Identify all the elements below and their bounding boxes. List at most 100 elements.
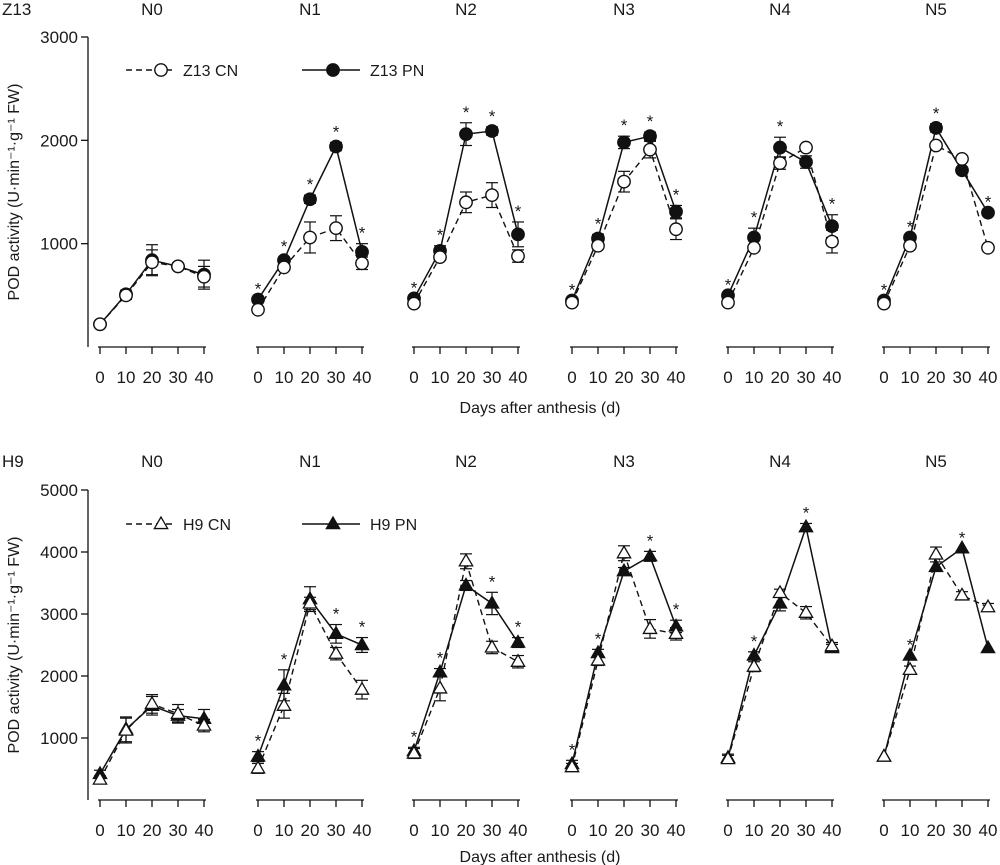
data-point-cn <box>276 697 292 711</box>
data-point-cn <box>981 240 995 255</box>
significance-marker: * <box>933 104 940 123</box>
x-tick-label: 10 <box>745 821 764 840</box>
legend-label-pn: H9 PN <box>370 517 417 534</box>
data-point-cn <box>432 680 448 694</box>
y-tick-label: 3000 <box>40 605 78 624</box>
data-point-cn <box>251 302 265 317</box>
significance-marker: * <box>751 208 758 227</box>
data-point-cn <box>955 152 969 166</box>
y-tick-label: 2000 <box>40 667 78 686</box>
data-point-cn <box>643 142 657 157</box>
x-tick-label: 40 <box>979 368 998 387</box>
x-tick-label: 10 <box>117 368 136 387</box>
data-point-pn <box>928 558 944 573</box>
data-point-cn <box>590 652 606 666</box>
data-point-pn <box>772 595 788 609</box>
data-point-cn <box>980 598 996 613</box>
significance-marker: * <box>255 279 262 298</box>
data-point-pn <box>485 124 499 138</box>
x-tick-label: 20 <box>143 821 162 840</box>
significance-marker: * <box>463 103 470 122</box>
group-label: N2 <box>455 452 477 471</box>
data-point-cn <box>929 138 943 153</box>
significance-marker: * <box>569 281 576 300</box>
x-tick-label: 20 <box>771 368 790 387</box>
series-line-cn <box>727 146 833 303</box>
data-point-cn <box>118 722 134 736</box>
significance-marker: * <box>777 117 784 136</box>
data-point-cn <box>721 295 735 310</box>
data-point-pn <box>954 539 970 554</box>
x-tick-label: 0 <box>723 368 732 387</box>
x-tick-label: 20 <box>457 368 476 387</box>
significance-marker: * <box>595 214 602 233</box>
data-point-cn <box>746 658 762 672</box>
x-tick-label: 30 <box>327 821 346 840</box>
group-n4: N4 0 10 20 30 40 * * <box>720 452 841 840</box>
x-tick-label: 10 <box>901 368 920 387</box>
x-tick-label: 40 <box>353 368 372 387</box>
y-tick-label: 2000 <box>40 131 78 150</box>
data-point-pn <box>643 129 657 144</box>
group-label: N4 <box>769 452 791 471</box>
data-point-pn <box>616 562 632 577</box>
data-point-cn <box>642 620 658 635</box>
data-point-cn <box>92 771 108 785</box>
x-tick-label: 0 <box>409 821 418 840</box>
x-tick-label: 0 <box>567 368 576 387</box>
data-point-cn <box>616 544 632 559</box>
data-point-cn <box>329 221 343 236</box>
x-tick-label: 30 <box>953 368 972 387</box>
x-tick-label: 40 <box>195 368 214 387</box>
data-point-cn <box>407 296 421 311</box>
significance-marker: * <box>959 528 966 547</box>
significance-marker: * <box>595 629 602 648</box>
group-label: N5 <box>925 452 947 471</box>
data-point-cn <box>799 140 813 155</box>
x-tick-label: 0 <box>409 368 418 387</box>
x-tick-label: 10 <box>589 368 608 387</box>
data-point-cn <box>877 296 891 311</box>
significance-marker: * <box>281 237 288 256</box>
x-tick-label: 0 <box>879 368 888 387</box>
x-tick-label: 0 <box>95 368 104 387</box>
x-tick-label: 10 <box>745 368 764 387</box>
x-tick-label: 10 <box>901 821 920 840</box>
group-label: N1 <box>299 0 321 19</box>
data-point-pn <box>328 625 344 640</box>
series-line-cn <box>257 601 363 769</box>
group-n3: N3 0 10 20 30 40 * * * * <box>564 452 685 840</box>
data-point-cn <box>825 234 839 249</box>
series-line-cn <box>257 227 363 311</box>
x-tick-label: 20 <box>615 368 634 387</box>
data-point-cn <box>93 317 107 332</box>
significance-marker: * <box>489 572 496 591</box>
legend: H9 CN H9 PN <box>126 515 417 534</box>
group-n3: N3 0 10 20 30 40 * * * * * <box>565 0 686 387</box>
x-tick-label: 20 <box>615 821 634 840</box>
x-tick-label: 40 <box>667 368 686 387</box>
legend-marker-cn <box>154 63 168 77</box>
x-tick-label: 0 <box>253 368 262 387</box>
x-tick-label: 10 <box>275 368 294 387</box>
data-point-cn <box>328 645 344 659</box>
data-point-cn <box>928 546 944 560</box>
group-n0: N0 0 10 20 30 40 <box>93 0 214 387</box>
data-point-cn <box>902 661 918 675</box>
data-point-pn <box>432 663 448 678</box>
x-tick-label: 10 <box>117 821 136 840</box>
x-tick-label: 30 <box>641 821 660 840</box>
group-label: N0 <box>141 452 163 471</box>
x-tick-label: 20 <box>457 821 476 840</box>
group-label: N1 <box>299 452 321 471</box>
data-point-cn <box>303 230 317 245</box>
x-tick-label: 20 <box>143 368 162 387</box>
x-tick-label: 10 <box>431 821 450 840</box>
data-point-cn <box>954 587 970 601</box>
data-point-pn <box>459 127 473 142</box>
significance-marker: * <box>673 185 680 204</box>
data-point-pn <box>511 227 525 242</box>
legend-label-pn: Z13 PN <box>370 63 424 80</box>
group-label: N3 <box>613 452 635 471</box>
